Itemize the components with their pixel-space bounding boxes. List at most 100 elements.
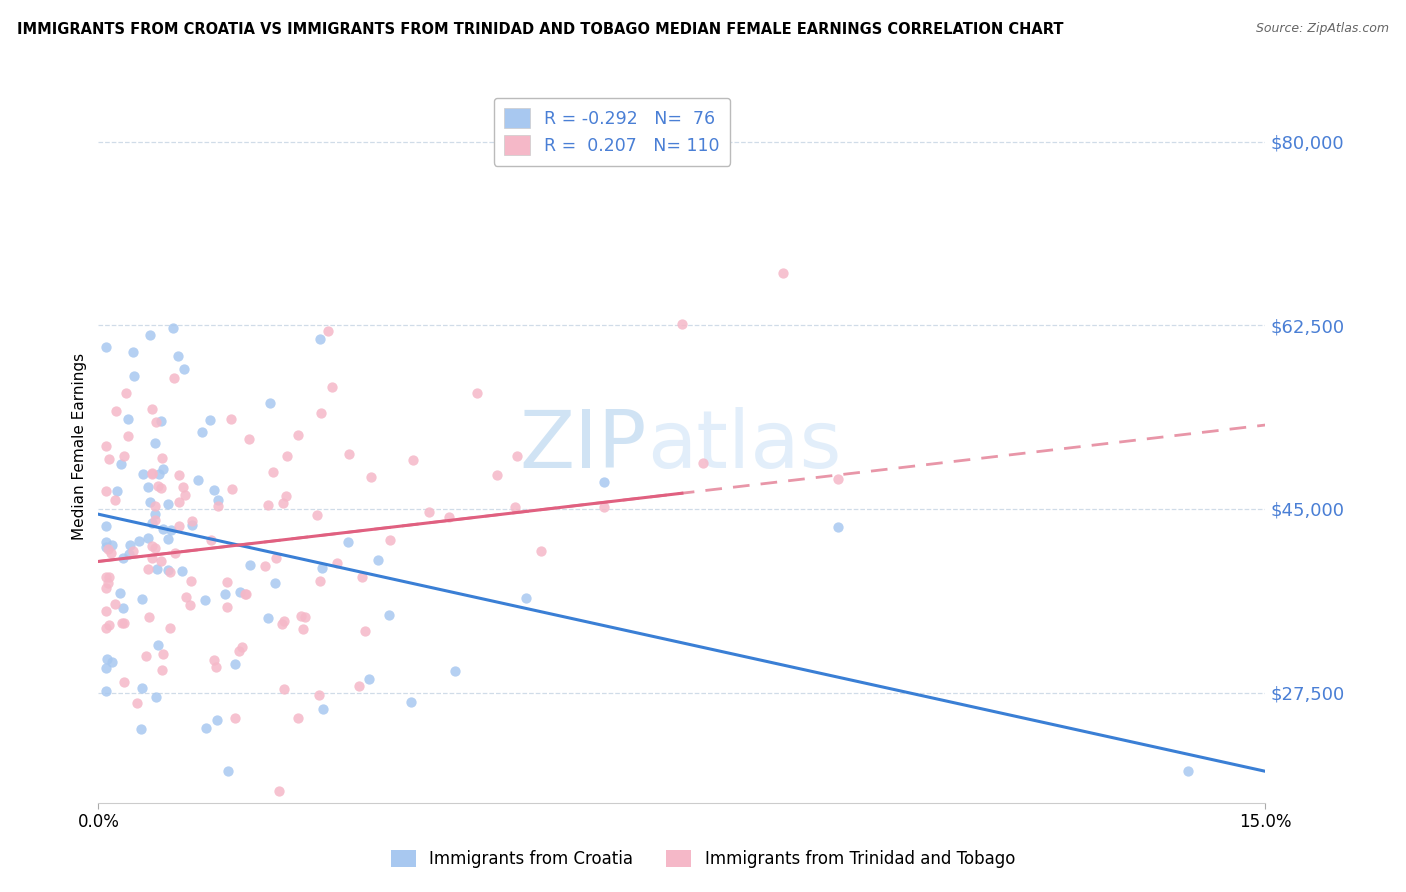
Point: [96, 570, 118, 584]
Point: [117, 547, 139, 561]
Point: [166, 349, 188, 363]
Point: [163, 371, 186, 385]
Point: [138, 327, 160, 342]
Point: [443, 665, 465, 679]
Point: [167, 494, 190, 508]
Point: [97, 569, 120, 583]
Point: [141, 467, 163, 481]
Point: [367, 553, 389, 567]
Point: [128, 534, 150, 549]
Point: [135, 649, 157, 664]
Point: [122, 345, 145, 359]
Point: [276, 490, 298, 504]
Point: [692, 456, 714, 470]
Point: [96, 439, 118, 453]
Point: [311, 561, 333, 575]
Point: [269, 784, 291, 798]
Point: [146, 638, 169, 652]
Point: [270, 616, 292, 631]
Point: [173, 361, 195, 376]
Point: [143, 435, 166, 450]
Point: [217, 764, 239, 778]
Point: [264, 551, 287, 566]
Point: [193, 593, 215, 607]
Point: [1177, 764, 1199, 779]
Point: [353, 624, 375, 638]
Point: [146, 562, 169, 576]
Point: [378, 607, 401, 622]
Point: [96, 540, 118, 554]
Point: [172, 480, 194, 494]
Point: [110, 457, 132, 471]
Point: [167, 467, 190, 482]
Point: [214, 587, 236, 601]
Point: [97, 452, 120, 467]
Point: [159, 523, 181, 537]
Point: [150, 414, 173, 428]
Point: [141, 466, 163, 480]
Point: [276, 450, 298, 464]
Point: [145, 513, 167, 527]
Point: [593, 500, 616, 514]
Point: [180, 574, 202, 588]
Point: [129, 723, 152, 737]
Point: [337, 447, 360, 461]
Point: [105, 484, 128, 499]
Text: Source: ZipAtlas.com: Source: ZipAtlas.com: [1256, 22, 1389, 36]
Point: [141, 516, 163, 530]
Point: [117, 429, 139, 443]
Point: [194, 721, 217, 735]
Point: [115, 386, 138, 401]
Point: [163, 546, 186, 560]
Point: [96, 535, 118, 549]
Point: [146, 479, 169, 493]
Point: [143, 507, 166, 521]
Legend: Immigrants from Croatia, Immigrants from Trinidad and Tobago: Immigrants from Croatia, Immigrants from…: [384, 843, 1022, 875]
Point: [257, 610, 280, 624]
Point: [290, 609, 312, 624]
Point: [827, 471, 849, 485]
Point: [401, 695, 423, 709]
Point: [202, 653, 225, 667]
Point: [152, 522, 174, 536]
Point: [224, 657, 246, 672]
Point: [205, 713, 228, 727]
Text: ZIP: ZIP: [520, 407, 647, 485]
Point: [143, 499, 166, 513]
Point: [294, 610, 316, 624]
Point: [505, 500, 527, 514]
Point: [174, 488, 197, 502]
Point: [143, 541, 166, 555]
Point: [273, 681, 295, 696]
Point: [217, 575, 239, 590]
Y-axis label: Median Female Earnings: Median Female Earnings: [72, 352, 87, 540]
Point: [308, 574, 330, 588]
Point: [150, 664, 173, 678]
Point: [228, 644, 250, 658]
Legend: R = -0.292   N=  76, R =  0.207   N= 110: R = -0.292 N= 76, R = 0.207 N= 110: [494, 98, 730, 166]
Point: [103, 598, 125, 612]
Point: [136, 480, 159, 494]
Point: [238, 432, 260, 446]
Point: [104, 403, 127, 417]
Point: [506, 450, 529, 464]
Point: [96, 621, 118, 635]
Point: [515, 591, 537, 605]
Point: [205, 660, 228, 674]
Point: [97, 575, 120, 590]
Point: [378, 533, 401, 547]
Text: atlas: atlas: [647, 407, 841, 485]
Point: [262, 465, 284, 479]
Point: [148, 467, 170, 482]
Point: [104, 493, 127, 508]
Point: [96, 652, 118, 666]
Point: [337, 535, 360, 549]
Point: [198, 413, 221, 427]
Point: [308, 688, 330, 702]
Point: [305, 508, 328, 523]
Point: [221, 482, 243, 496]
Point: [256, 498, 278, 512]
Point: [96, 519, 118, 533]
Point: [827, 520, 849, 534]
Point: [112, 674, 135, 689]
